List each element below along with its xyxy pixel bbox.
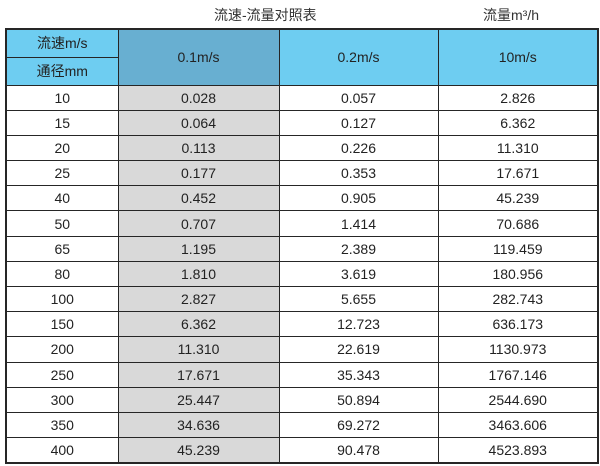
table-row: 400 45.239 90.478 4523.893 [5,437,599,464]
diameter-cell: 20 [5,134,119,162]
flow-value-0.1ms-cell: 45.239 [117,437,280,464]
flow-value-10ms-cell: 180.956 [437,260,599,288]
flow-value-10ms-cell: 45.239 [437,185,599,212]
diameter-cell: 350 [5,411,119,439]
flow-value-0.1ms-cell: 0.177 [117,160,280,187]
diameter-cell: 250 [5,361,119,388]
flow-value-0.2ms-cell: 0.353 [278,160,439,187]
table-row: 200 11.310 22.619 1130.973 [5,336,599,363]
flow-value-0.1ms-cell: 6.362 [117,311,280,338]
diameter-cell: 40 [5,185,119,212]
table-row: 350 34.636 69.272 3463.606 [5,411,599,439]
flow-conversion-table: 流速m/s 0.1m/s 0.2m/s 10m/s 通径mm 10 0.028 … [5,28,599,464]
flow-value-10ms-cell: 3463.606 [437,411,599,439]
column-header-0.2ms: 0.2m/s [278,28,439,86]
flow-value-0.2ms-cell: 0.905 [278,185,439,212]
table-row: 250 17.671 35.343 1767.146 [5,361,599,388]
flow-value-0.1ms-cell: 1.810 [117,260,280,288]
table-row: 25 0.177 0.353 17.671 [5,160,599,187]
page-title: 流速-流量对照表 [214,7,317,23]
flow-value-0.2ms-cell: 0.127 [278,109,439,136]
table-header: 流速m/s 0.1m/s 0.2m/s 10m/s 通径mm [5,28,599,86]
corner-header-velocity: 流速m/s [5,28,119,58]
flow-value-0.1ms-cell: 11.310 [117,336,280,363]
diameter-cell: 80 [5,260,119,288]
flow-value-0.2ms-cell: 2.389 [278,235,439,262]
diameter-cell: 15 [5,109,119,136]
table-row: 15 0.064 0.127 6.362 [5,109,599,136]
flow-value-0.2ms-cell: 1.414 [278,210,439,237]
table-body: 10 0.028 0.057 2.826 15 0.064 0.127 6.36… [5,84,599,464]
flow-value-0.1ms-cell: 0.707 [117,210,280,237]
flow-value-0.2ms-cell: 12.723 [278,311,439,338]
flow-value-10ms-cell: 11.310 [437,134,599,162]
table-row: 80 1.810 3.619 180.956 [5,260,599,288]
diameter-cell: 200 [5,336,119,363]
column-header-0.1ms: 0.1m/s [117,28,280,86]
table-row: 40 0.452 0.905 45.239 [5,185,599,212]
flow-value-0.1ms-cell: 0.064 [117,109,280,136]
flow-value-0.2ms-cell: 90.478 [278,437,439,464]
flow-value-0.2ms-cell: 22.619 [278,336,439,363]
table-row: 10 0.028 0.057 2.826 [5,84,599,111]
table-row: 20 0.113 0.226 11.310 [5,134,599,162]
flow-value-10ms-cell: 1767.146 [437,361,599,388]
flow-value-0.1ms-cell: 2.827 [117,285,280,313]
flow-value-10ms-cell: 70.686 [437,210,599,237]
flow-value-0.2ms-cell: 50.894 [278,386,439,413]
flow-value-0.2ms-cell: 5.655 [278,285,439,313]
table-row: 50 0.707 1.414 70.686 [5,210,599,237]
table-row: 300 25.447 50.894 2544.690 [5,386,599,413]
flow-value-10ms-cell: 1130.973 [437,336,599,363]
flow-value-0.1ms-cell: 25.447 [117,386,280,413]
flow-value-0.2ms-cell: 0.226 [278,134,439,162]
flow-value-0.1ms-cell: 0.113 [117,134,280,162]
flow-value-0.1ms-cell: 34.636 [117,411,280,439]
flow-value-0.1ms-cell: 17.671 [117,361,280,388]
diameter-cell: 300 [5,386,119,413]
table-row: 65 1.195 2.389 119.459 [5,235,599,262]
flow-value-10ms-cell: 4523.893 [437,437,599,464]
flow-value-0.1ms-cell: 0.028 [117,84,280,111]
diameter-cell: 25 [5,160,119,187]
table-row: 150 6.362 12.723 636.173 [5,311,599,338]
diameter-cell: 50 [5,210,119,237]
table-row: 100 2.827 5.655 282.743 [5,285,599,313]
flow-value-10ms-cell: 636.173 [437,311,599,338]
diameter-cell: 100 [5,285,119,313]
flow-value-10ms-cell: 2.826 [437,84,599,111]
flow-value-0.2ms-cell: 35.343 [278,361,439,388]
flow-unit-label: 流量m³/h [483,7,539,23]
flow-value-0.1ms-cell: 0.452 [117,185,280,212]
diameter-cell: 400 [5,437,119,464]
corner-header-diameter: 通径mm [5,56,119,86]
diameter-cell: 10 [5,84,119,111]
flow-value-10ms-cell: 2544.690 [437,386,599,413]
title-bar: 流速-流量对照表 流量m³/h [0,0,600,28]
diameter-cell: 65 [5,235,119,262]
flow-value-0.2ms-cell: 0.057 [278,84,439,111]
flow-value-0.2ms-cell: 3.619 [278,260,439,288]
diameter-cell: 150 [5,311,119,338]
flow-value-10ms-cell: 6.362 [437,109,599,136]
column-header-10ms: 10m/s [437,28,599,86]
flow-value-0.2ms-cell: 69.272 [278,411,439,439]
flow-value-10ms-cell: 17.671 [437,160,599,187]
flow-value-10ms-cell: 119.459 [437,235,599,262]
flow-value-10ms-cell: 282.743 [437,285,599,313]
flow-value-0.1ms-cell: 1.195 [117,235,280,262]
